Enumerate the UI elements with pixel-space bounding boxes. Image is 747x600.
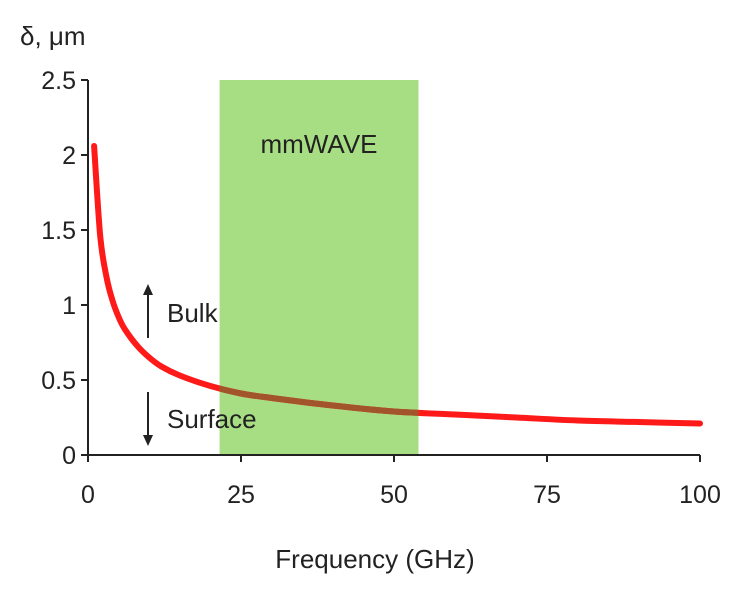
series-line [91, 143, 703, 427]
mmwave-label: mmWAVE [261, 129, 378, 159]
y-axis-label: δ, μm [20, 21, 86, 51]
bulk-arrow-head [143, 284, 153, 295]
bulk-label: Bulk [167, 298, 219, 328]
y-tick-label: 0 [62, 442, 76, 470]
surface-label: Surface [167, 404, 257, 434]
x-tick-label: 25 [227, 481, 255, 509]
x-tick-label: 75 [533, 481, 561, 509]
ticks: 0 0.5 1 1.5 2 2.5 0 25 50 75 100 [41, 67, 721, 509]
y-tick-label: 2 [62, 142, 76, 170]
y-tick-label: 2.5 [41, 67, 76, 95]
x-tick-label: 100 [679, 481, 721, 509]
x-axis-label: Frequency (GHz) [275, 544, 474, 574]
y-tick-label: 1 [62, 292, 76, 320]
annotations: Bulk Surface [143, 284, 257, 446]
x-tick-label: 0 [81, 481, 95, 509]
y-tick-label: 0.5 [41, 367, 76, 395]
y-tick-label: 1.5 [41, 217, 76, 245]
series-group [91, 143, 703, 427]
surface-arrow-head [143, 435, 153, 446]
x-tick-label: 50 [380, 481, 408, 509]
